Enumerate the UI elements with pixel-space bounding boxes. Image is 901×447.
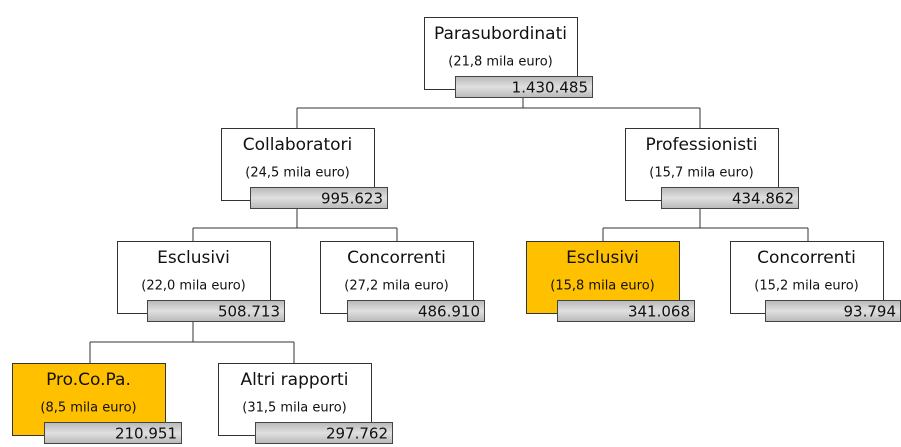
node: Professionisti (15,7 mila euro) 434.862 bbox=[625, 128, 799, 209]
node-note: (15,7 mila euro) bbox=[649, 166, 753, 181]
node: Concorrenti (15,2 mila euro) 93.794 bbox=[730, 241, 901, 322]
node-value: 1.430.485 bbox=[512, 79, 588, 97]
node-label: Pro.Co.Pa. bbox=[46, 370, 131, 390]
node-label: Professionisti bbox=[646, 135, 758, 155]
node-value: 434.862 bbox=[732, 190, 794, 208]
node: Parasubordinati (21,8 mila euro) 1.430.485 bbox=[424, 17, 593, 98]
node-value: 995.623 bbox=[321, 190, 383, 208]
connector bbox=[192, 208, 398, 241]
connector bbox=[89, 321, 295, 363]
node: Collaboratori (24,5 mila euro) 995.623 bbox=[221, 128, 388, 209]
node-label: Altri rapporti bbox=[241, 370, 349, 390]
node: Pro.Co.Pa. (8,5 mila euro) 210.951 bbox=[12, 363, 182, 444]
value-box bbox=[147, 300, 285, 322]
value-box bbox=[455, 76, 593, 98]
value-box bbox=[557, 300, 695, 322]
node: Altri rapporti (31,5 mila euro) 297.762 bbox=[218, 363, 393, 444]
node-value: 93.794 bbox=[844, 303, 897, 321]
node-value: 486.910 bbox=[418, 303, 480, 321]
node-label: Concorrenti bbox=[757, 248, 856, 268]
node: Concorrenti (27,2 mila euro) 486.910 bbox=[320, 241, 485, 322]
node-value: 297.762 bbox=[326, 425, 388, 443]
value-box bbox=[250, 187, 388, 209]
node-label: Concorrenti bbox=[347, 248, 446, 268]
node-note: (27,2 mila euro) bbox=[344, 279, 448, 294]
value-box bbox=[255, 422, 393, 444]
value-box bbox=[661, 187, 799, 209]
node-label: Esclusivi bbox=[566, 248, 639, 268]
node-label: Parasubordinati bbox=[434, 24, 567, 44]
value-box bbox=[347, 300, 485, 322]
node-value: 341.068 bbox=[628, 303, 690, 321]
node-value: 508.713 bbox=[218, 303, 280, 321]
value-box bbox=[44, 422, 182, 444]
connector bbox=[296, 96, 701, 128]
node-note: (24,5 mila euro) bbox=[245, 166, 349, 181]
node-note: (15,2 mila euro) bbox=[754, 279, 858, 294]
connector bbox=[602, 208, 809, 241]
connectors bbox=[89, 96, 809, 363]
node-note: (8,5 mila euro) bbox=[40, 401, 136, 416]
node-label: Collaboratori bbox=[243, 135, 353, 155]
node-label: Esclusivi bbox=[157, 248, 230, 268]
node: Esclusivi (22,0 mila euro) 508.713 bbox=[117, 241, 285, 322]
node-note: (21,8 mila euro) bbox=[448, 55, 552, 70]
node-note: (31,5 mila euro) bbox=[242, 401, 346, 416]
node-note: (15,8 mila euro) bbox=[550, 279, 654, 294]
node-note: (22,0 mila euro) bbox=[141, 279, 245, 294]
node: Esclusivi (15,8 mila euro) 341.068 bbox=[526, 241, 695, 322]
node-value: 210.951 bbox=[115, 425, 177, 443]
